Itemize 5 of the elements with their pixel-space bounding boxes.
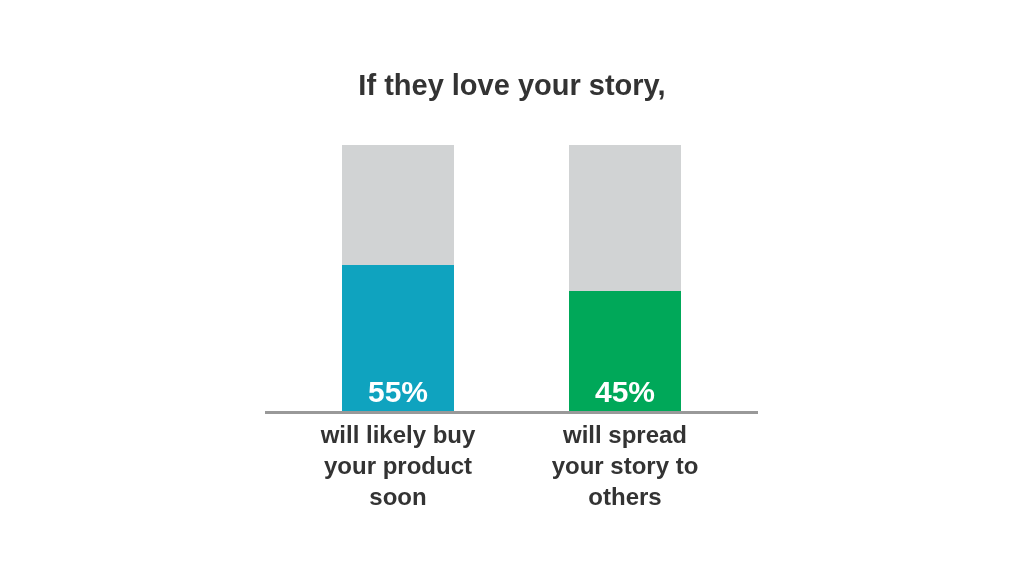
x-tick-label: will likely buy your product soon xyxy=(319,420,477,510)
data-label: 45% xyxy=(594,375,656,408)
x-tick-label: will spread your story to others xyxy=(551,420,699,510)
chart-title: If they love your story, xyxy=(358,69,666,102)
data-label: 55% xyxy=(367,375,429,408)
